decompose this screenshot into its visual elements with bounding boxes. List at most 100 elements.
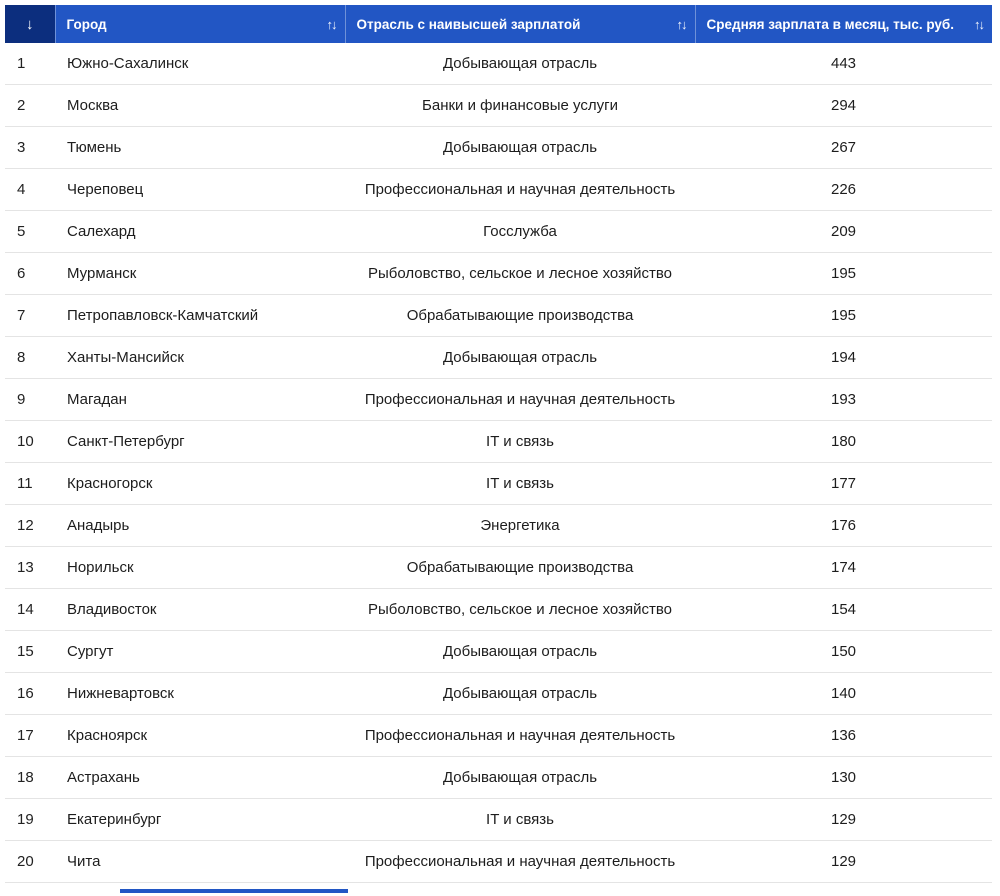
table-row: 11 Красногорск IT и связь 177 [5, 462, 992, 505]
rank-cell: 8 [5, 336, 55, 379]
rank-cell: 7 [5, 294, 55, 337]
rank-cell: 18 [5, 756, 55, 799]
rank-cell: 5 [5, 210, 55, 253]
rank-cell: 14 [5, 588, 55, 631]
salary-cell: 150 [695, 630, 992, 673]
table-header-row: ↓ Город ↑↓ Отрасль с наивысшей зарплатой… [5, 5, 992, 43]
industry-cell: Профессиональная и научная деятельность [345, 840, 695, 883]
table-row: 5 Салехард Госслужба 209 [5, 210, 992, 253]
rank-cell: 16 [5, 672, 55, 715]
table-row: 13 Норильск Обрабатывающие производства 174 [5, 546, 992, 589]
table-row: 14 Владивосток Рыболовство, сельское и лес… [5, 588, 992, 631]
salary-cell: 267 [695, 126, 992, 169]
rank-cell: 15 [5, 630, 55, 673]
column-header-industry-label: Отрасль с наивысшей зарплатой [356, 16, 581, 32]
salary-cell: 140 [695, 672, 992, 715]
rank-cell: 10 [5, 420, 55, 463]
salary-cell: 136 [695, 714, 992, 757]
table-row: 8 Ханты-Мансийск Добывающая отрасль 194 [5, 336, 992, 379]
city-cell: Екатеринбург [55, 798, 345, 841]
table-body: 1 Южно-Сахалинск Добывающая отрасль 443 2 Мос… [5, 43, 992, 883]
city-cell: Петропавловск-Камчатский [55, 294, 345, 337]
table-row: 12 Анадырь Энергетика 176 [5, 504, 992, 547]
table-row: 15 Сургут Добывающая отрасль 150 [5, 630, 992, 673]
table-row: 19 Екатеринбург IT и связь 129 [5, 798, 992, 841]
industry-cell: Добывающая отрасль [345, 336, 695, 379]
city-cell: Тюмень [55, 126, 345, 169]
rank-cell: 9 [5, 378, 55, 421]
city-cell: Москва [55, 84, 345, 127]
city-cell: Анадырь [55, 504, 345, 547]
table-row: 17 Красноярск Профессиональная и научная д… [5, 714, 992, 757]
industry-cell: IT и связь [345, 798, 695, 841]
industry-cell: IT и связь [345, 420, 695, 463]
salary-table: ↓ Город ↑↓ Отрасль с наивысшей зарплатой… [5, 5, 992, 883]
sort-icon-industry: ↑↓ [676, 16, 688, 32]
rank-cell: 11 [5, 462, 55, 505]
industry-cell: Добывающая отрасль [345, 630, 695, 673]
city-cell: Санкт-Петербург [55, 420, 345, 463]
city-cell: Астрахань [55, 756, 345, 799]
city-cell: Череповец [55, 168, 345, 211]
table-row: 7 Петропавловск-Камчатский Обрабатывающие … [5, 294, 992, 337]
industry-cell: Обрабатывающие производства [345, 546, 695, 589]
table-row: 16 Нижневартовск Добывающая отрасль 140 [5, 672, 992, 715]
sort-descending-icon: ↓ [26, 15, 34, 33]
column-header-city[interactable]: Город ↑↓ [55, 5, 346, 43]
industry-cell: Профессиональная и научная деятельность [345, 714, 695, 757]
city-cell: Магадан [55, 378, 345, 421]
city-cell: Норильск [55, 546, 345, 589]
rank-cell: 17 [5, 714, 55, 757]
industry-cell: Рыболовство, сельское и лесное хозяйство [345, 588, 695, 631]
city-cell: Красногорск [55, 462, 345, 505]
salary-cell: 176 [695, 504, 992, 547]
sort-icon-city: ↑↓ [326, 16, 338, 32]
rank-cell: 2 [5, 84, 55, 127]
city-cell: Мурманск [55, 252, 345, 295]
industry-cell: Добывающая отрасль [345, 756, 695, 799]
table-row: 9 Магадан Профессиональная и научная деяте… [5, 378, 992, 421]
rank-cell: 6 [5, 252, 55, 295]
city-cell: Сургут [55, 630, 345, 673]
rank-cell: 1 [5, 43, 55, 85]
industry-cell: Профессиональная и научная деятельность [345, 378, 695, 421]
industry-cell: Добывающая отрасль [345, 126, 695, 169]
industry-cell: Добывающая отрасль [345, 672, 695, 715]
salary-cell: 180 [695, 420, 992, 463]
city-cell: Южно-Сахалинск [55, 43, 345, 85]
column-header-rank[interactable]: ↓ [5, 5, 56, 43]
table-row: 1 Южно-Сахалинск Добывающая отрасль 443 [5, 43, 992, 85]
salary-cell: 174 [695, 546, 992, 589]
salary-cell: 226 [695, 168, 992, 211]
salary-cell: 154 [695, 588, 992, 631]
salary-cell: 177 [695, 462, 992, 505]
salary-cell: 129 [695, 798, 992, 841]
rank-cell: 4 [5, 168, 55, 211]
table-row: 18 Астрахань Добывающая отрасль 130 [5, 756, 992, 799]
salary-cell: 195 [695, 252, 992, 295]
salary-cell: 209 [695, 210, 992, 253]
salary-cell: 193 [695, 378, 992, 421]
rank-cell: 13 [5, 546, 55, 589]
industry-cell: Обрабатывающие производства [345, 294, 695, 337]
salary-cell: 195 [695, 294, 992, 337]
industry-cell: Профессиональная и научная деятельность [345, 168, 695, 211]
table-header: ↓ Город ↑↓ Отрасль с наивысшей зарплатой… [5, 5, 992, 43]
rank-cell: 3 [5, 126, 55, 169]
industry-cell: Госслужба [345, 210, 695, 253]
city-cell: Салехард [55, 210, 345, 253]
industry-cell: Энергетика [345, 504, 695, 547]
city-cell: Чита [55, 840, 345, 883]
rank-cell: 20 [5, 840, 55, 883]
table-row: 3 Тюмень Добывающая отрасль 267 [5, 126, 992, 169]
column-header-salary[interactable]: Средняя зарплата в месяц, тыс. руб. ↑↓ [695, 5, 992, 43]
salary-cell: 443 [695, 43, 992, 85]
table-row: 4 Череповец Профессиональная и научная дея… [5, 168, 992, 211]
industry-cell: Банки и финансовые услуги [345, 84, 695, 127]
salary-cell: 130 [695, 756, 992, 799]
column-header-industry[interactable]: Отрасль с наивысшей зарплатой ↑↓ [345, 5, 696, 43]
salary-cell: 194 [695, 336, 992, 379]
salary-cell: 294 [695, 84, 992, 127]
table-row: 20 Чита Профессиональная и научная деятель… [5, 840, 992, 883]
